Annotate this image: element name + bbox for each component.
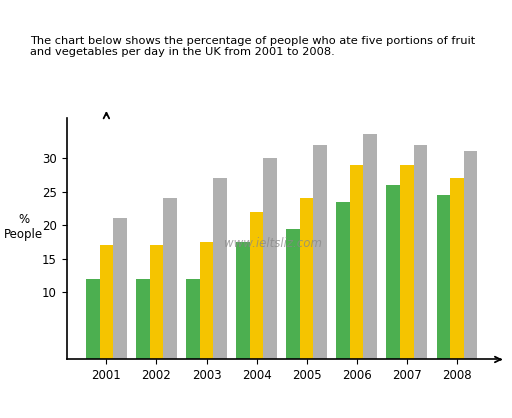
Bar	[86, 279, 100, 359]
Bar	[463, 151, 477, 359]
Bar	[113, 219, 126, 359]
Bar	[313, 145, 327, 359]
Bar	[414, 145, 427, 359]
Bar	[336, 201, 350, 359]
Bar	[214, 178, 227, 359]
Bar	[263, 158, 277, 359]
Bar	[237, 242, 250, 359]
Text: www.ieltsliz.com: www.ieltsliz.com	[224, 237, 322, 250]
Bar	[163, 198, 177, 359]
Bar	[450, 178, 463, 359]
Bar	[100, 245, 113, 359]
Bar	[286, 229, 300, 359]
Bar	[150, 245, 163, 359]
Bar	[136, 279, 150, 359]
Bar	[186, 279, 200, 359]
Bar	[300, 198, 313, 359]
Bar	[364, 135, 377, 359]
Bar	[437, 195, 450, 359]
Y-axis label: %
People: % People	[4, 212, 43, 240]
Bar	[387, 185, 400, 359]
Bar	[350, 165, 364, 359]
Text: The chart below shows the percentage of people who ate five portions of fruit
an: The chart below shows the percentage of …	[30, 36, 475, 57]
Bar	[200, 242, 214, 359]
Bar	[400, 165, 414, 359]
Bar	[250, 212, 263, 359]
